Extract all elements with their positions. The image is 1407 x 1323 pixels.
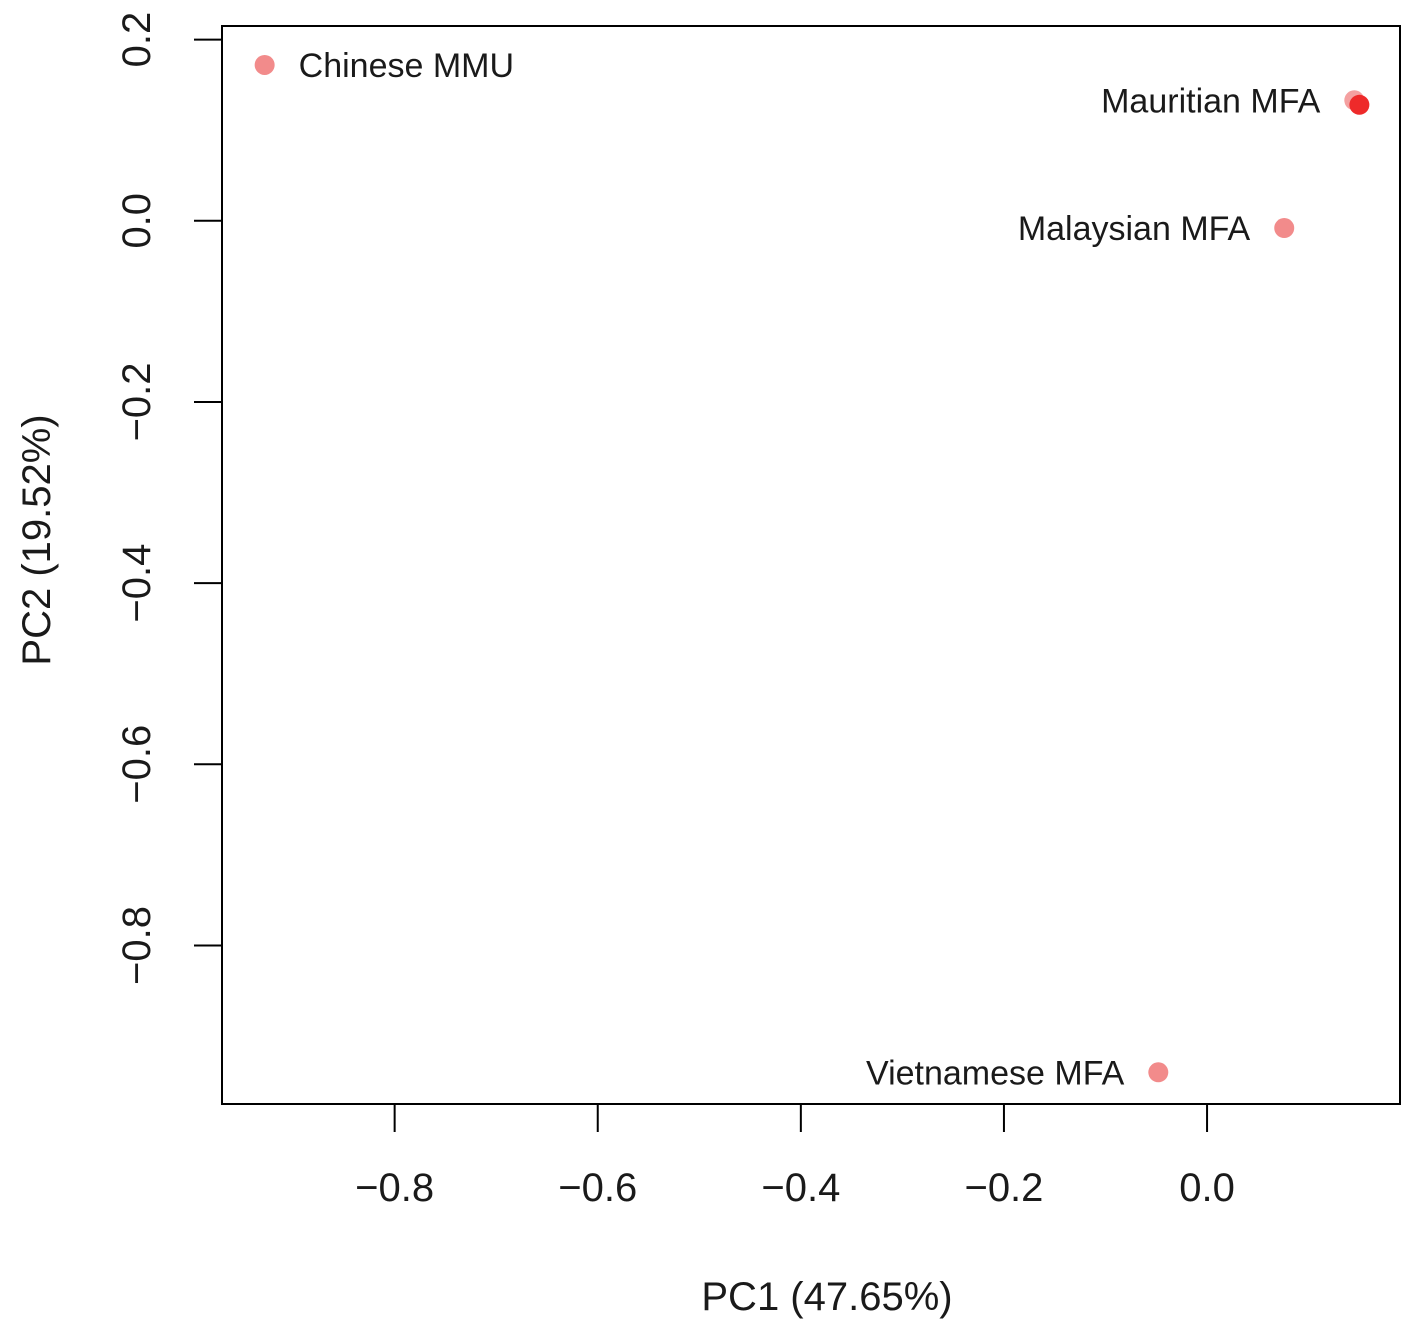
data-point — [1274, 218, 1295, 239]
point-label: Chinese MMU — [299, 47, 514, 85]
x-tick-label: 0.0 — [1179, 1166, 1235, 1210]
x-tick-label: −0.2 — [964, 1166, 1043, 1210]
y-axis-title: PC2 (19.52%) — [15, 414, 59, 665]
data-point — [1148, 1062, 1169, 1083]
point-label: Malaysian MFA — [1018, 210, 1251, 248]
data-point — [254, 54, 275, 75]
x-tick-label: −0.6 — [558, 1166, 637, 1210]
y-axis: 0.2 0.0 −0.2 −0.4 −0.6 −0.8 — [115, 12, 222, 985]
x-tick-label: −0.8 — [355, 1166, 434, 1210]
x-tick-label: −0.4 — [761, 1166, 840, 1210]
y-tick-label: −0.6 — [115, 725, 159, 804]
data-point — [1349, 94, 1370, 115]
point-label: Mauritian MFA — [1101, 82, 1320, 120]
y-tick-label: −0.8 — [115, 906, 159, 985]
y-tick-label: −0.4 — [115, 544, 159, 623]
data-points: Chinese MMU Mauritian MFA Malaysian MFA Vie… — [254, 47, 1370, 1092]
plot-frame — [221, 25, 1401, 1105]
y-tick-label: −0.2 — [115, 362, 159, 441]
x-axis-title: PC1 (47.65%) — [701, 1275, 952, 1319]
point-label: Vietnamese MFA — [866, 1054, 1125, 1092]
y-tick-label: 0.0 — [115, 193, 159, 249]
x-axis: −0.8 −0.6 −0.4 −0.2 0.0 — [355, 1104, 1235, 1210]
y-tick-label: 0.2 — [115, 12, 159, 68]
